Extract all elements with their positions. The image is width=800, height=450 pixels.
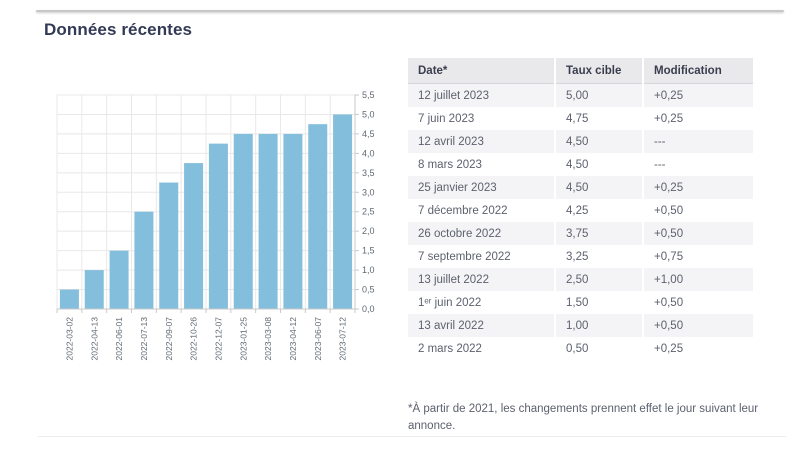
y-tick-label: 5,5 (362, 90, 375, 100)
bottom-divider (38, 436, 786, 437)
table-footnote: *À partir de 2021, les changements prenn… (408, 403, 759, 433)
bar (184, 163, 204, 309)
column-header-date: Date* (408, 58, 555, 84)
y-tick-label: 2,5 (362, 207, 375, 217)
target-rate-cell: 1,50 (554, 291, 643, 314)
y-tick-label: 3,5 (362, 168, 375, 178)
table-row: 12 juillet 2023 5,00 +0,25 (408, 83, 753, 107)
target-rate-cell: 3,75 (554, 222, 643, 245)
bar (333, 114, 353, 309)
top-divider (36, 10, 784, 12)
bar (109, 250, 129, 309)
x-tick-label: 2022-12-07 (213, 317, 223, 361)
date-cell: 7 septembre 2022 (418, 251, 511, 263)
y-tick-label: 2,0 (362, 226, 375, 236)
y-tick-label: 0,5 (362, 285, 375, 295)
modification-cell: +0,25 (642, 337, 753, 360)
modification-cell: +0,25 (642, 176, 753, 199)
bar (233, 133, 253, 309)
table-row: 25 janvier 2023 4,50 +0,25 (408, 176, 753, 199)
modification-cell: +0,50 (642, 291, 753, 314)
modification-cell: +0,50 (642, 199, 753, 222)
y-tick-label: 1,0 (362, 265, 375, 275)
date-cell: 12 juillet 2023 (418, 90, 489, 102)
table-row: 7 septembre 2022 3,25 +0,75 (408, 245, 753, 268)
x-tick-label: 2022-04-13 (89, 317, 99, 361)
policy-rate-bar-chart: 0,0 0,5 1,0 1,5 2,0 2,5 3,0 3,5 4,0 4,5 5,0 5,5 2022… (42, 86, 380, 376)
date-cell: 26 octobre 2022 (418, 228, 502, 240)
target-rate-cell: 4,50 (554, 153, 643, 176)
modification-cell: --- (642, 153, 753, 176)
date-cell: 2 mars 2022 (418, 343, 482, 355)
y-tick-label: 5,0 (362, 109, 375, 119)
date-cell: 8 mars 2023 (418, 159, 482, 171)
modification-cell: +0,25 (642, 107, 753, 130)
bar (134, 211, 154, 309)
modification-cell: +1,00 (642, 268, 753, 291)
bar (159, 182, 179, 309)
target-rate-cell: 3,25 (554, 245, 643, 268)
x-tick-label: 2022-07-13 (139, 317, 149, 361)
date-cell: 7 juin 2023 (418, 113, 475, 125)
target-rate-cell: 1,00 (554, 314, 643, 337)
y-tick-label: 0,0 (362, 304, 375, 314)
table-row: 13 avril 2022 1,00 +0,50 (408, 314, 753, 337)
y-tick-label: 4,0 (362, 148, 375, 158)
target-rate-cell: 4,50 (554, 130, 643, 153)
date-cell: 1ᵉʳ juin 2022 (418, 297, 482, 309)
bar (59, 289, 79, 309)
x-tick-label: 2022-06-01 (114, 317, 124, 361)
table-row: 2 mars 2022 0,50 +0,25 (408, 337, 753, 360)
rates-table-panel: Date* Taux cible Modification 12 juillet… (408, 58, 753, 360)
rates-table: Date* Taux cible Modification 12 juillet… (408, 58, 753, 360)
y-tick-label: 3,0 (362, 187, 375, 197)
x-tick-label: 2023-01-25 (238, 317, 248, 361)
date-cell: 12 avril 2023 (418, 136, 484, 148)
table-header-row: Date* Taux cible Modification (408, 58, 753, 84)
target-rate-cell: 4,75 (554, 107, 643, 130)
table-row: 7 juin 2023 4,75 +0,25 (408, 107, 753, 130)
bar-chart-svg: 0,0 0,5 1,0 1,5 2,0 2,5 3,0 3,5 4,0 4,5 5,0 5,5 2022… (56, 90, 375, 361)
target-rate-cell: 0,50 (554, 337, 643, 360)
modification-cell: --- (642, 130, 753, 153)
modification-cell: +0,75 (642, 245, 753, 268)
x-tick-label: 2023-07-12 (338, 317, 348, 361)
bar (208, 143, 228, 309)
date-cell: 25 janvier 2023 (418, 182, 497, 194)
x-tick-label: 2023-04-12 (288, 317, 298, 361)
bar (308, 124, 328, 309)
table-row: 8 mars 2023 4,50 --- (408, 153, 753, 176)
y-tick-label: 1,5 (362, 246, 375, 256)
date-cell: 13 avril 2022 (418, 320, 484, 332)
date-cell: 13 juillet 2022 (418, 274, 489, 286)
table-row: 26 octobre 2022 3,75 +0,50 (408, 222, 753, 245)
bar (84, 270, 104, 309)
modification-cell: +0,50 (642, 222, 753, 245)
page-title: Données récentes (44, 20, 193, 39)
target-rate-cell: 2,50 (554, 268, 643, 291)
table-row: 13 juillet 2022 2,50 +1,00 (408, 268, 753, 291)
target-rate-cell: 5,00 (554, 83, 643, 107)
table-row: 1ᵉʳ juin 2022 1,50 +0,50 (408, 291, 753, 314)
x-tick-label: 2023-06-07 (313, 317, 323, 361)
target-rate-cell: 4,50 (554, 176, 643, 199)
modification-cell: +0,25 (642, 83, 753, 107)
column-header-target-rate: Taux cible (554, 58, 643, 84)
target-rate-cell: 4,25 (554, 199, 643, 222)
y-tick-label: 4,5 (362, 129, 375, 139)
x-tick-label: 2022-03-02 (64, 317, 74, 361)
table-row: 7 décembre 2022 4,25 +0,50 (408, 199, 753, 222)
table-row: 12 avril 2023 4,50 --- (408, 130, 753, 153)
bar (258, 133, 278, 309)
x-tick-label: 2022-10-26 (189, 317, 199, 361)
x-tick-label: 2023-03-08 (263, 317, 273, 361)
column-header-modification: Modification (642, 58, 753, 84)
bar (283, 133, 303, 309)
modification-cell: +0,50 (642, 314, 753, 337)
date-cell: 7 décembre 2022 (418, 205, 508, 217)
x-tick-label: 2022-09-07 (164, 317, 174, 361)
